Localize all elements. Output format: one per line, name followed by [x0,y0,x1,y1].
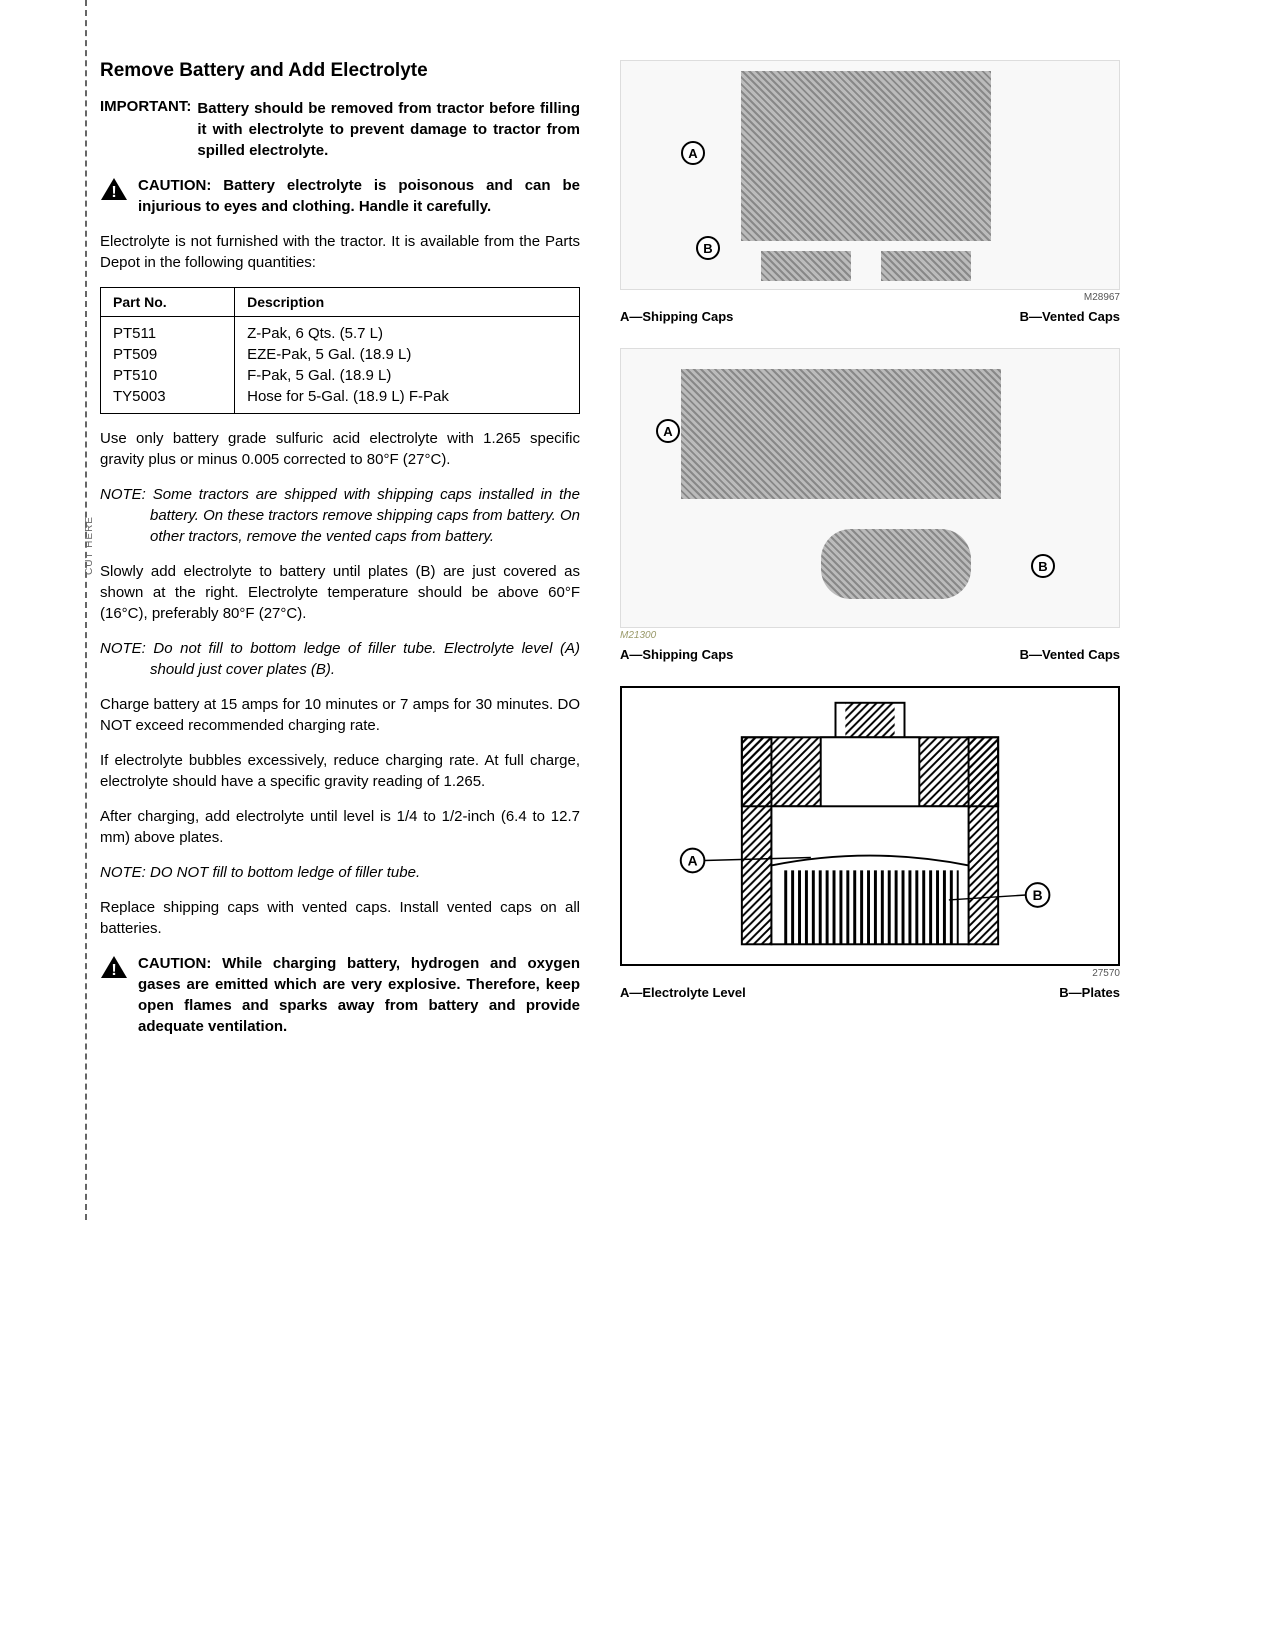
callout-a: A [681,141,705,165]
callout-a: A [656,419,680,443]
caution-text-2: CAUTION: While charging battery, hydroge… [138,953,580,1037]
table-header-desc: Description [235,288,580,317]
figure-2-caption: A—Shipping Caps B—Vented Caps [620,647,1120,662]
important-text: Battery should be removed from tractor b… [197,98,580,161]
svg-text:B: B [1033,888,1043,903]
parts-table: Part No. Description PT511 Z-Pak, 6 Qts.… [100,287,580,414]
figure-3: A B 27570 A—Electrolyte Level B—Plates [620,686,1120,1000]
para-6: After charging, add electrolyte until le… [100,806,580,848]
caution-block-1: ! CAUTION: Battery electrolyte is poison… [100,175,580,217]
parts-table-body: PT511 Z-Pak, 6 Qts. (5.7 L) PT509 EZE-Pa… [101,317,580,414]
figure-1-caption: A—Shipping Caps B—Vented Caps [620,309,1120,324]
table-row: PT509 EZE-Pak, 5 Gal. (18.9 L) [101,344,580,365]
page-title: Remove Battery and Add Electrolyte [100,60,580,82]
left-column: Remove Battery and Add Electrolyte IMPOR… [100,60,580,1051]
note-1: NOTE: Some tractors are shipped with shi… [100,484,580,547]
figure-2-caption-b: B—Vented Caps [1020,647,1120,662]
figure-2-image: A B [620,348,1120,628]
para-1: Electrolyte is not furnished with the tr… [100,231,580,273]
table-cell: EZE-Pak, 5 Gal. (18.9 L) [235,344,580,365]
page-content: Remove Battery and Add Electrolyte IMPOR… [100,60,1195,1051]
svg-text:!: ! [111,184,116,201]
table-cell: Z-Pak, 6 Qts. (5.7 L) [235,317,580,345]
cut-here-label: CUT HERE [84,516,95,575]
table-header-partno: Part No. [101,288,235,317]
para-3: Slowly add electrolyte to battery until … [100,561,580,624]
figure-3-image: A B [620,686,1120,966]
table-row: PT511 Z-Pak, 6 Qts. (5.7 L) [101,317,580,345]
callout-b: B [1031,554,1055,578]
note-2: NOTE: Do not fill to bottom ledge of fil… [100,638,580,680]
figure-3-id: 27570 [620,968,1120,979]
table-cell: TY5003 [101,386,235,414]
caution-block-2: ! CAUTION: While charging battery, hydro… [100,953,580,1037]
cut-line [85,0,87,1220]
figure-1-image: A B [620,60,1120,290]
para-4: Charge battery at 15 amps for 10 minutes… [100,694,580,736]
para-5: If electrolyte bubbles excessively, redu… [100,750,580,792]
figure-3-caption: A—Electrolyte Level B—Plates [620,985,1120,1000]
caution-text-1: CAUTION: Battery electrolyte is poisonou… [138,175,580,217]
table-cell: F-Pak, 5 Gal. (18.9 L) [235,365,580,386]
callout-b: B [696,236,720,260]
figure-1-caption-b: B—Vented Caps [1020,309,1120,324]
figure-2: A B M21300 A—Shipping Caps B—Vented Caps [620,348,1120,662]
warning-triangle-icon: ! [100,955,128,979]
important-block: IMPORTANT: Battery should be removed fro… [100,98,580,161]
figure-1-caption-a: A—Shipping Caps [620,309,733,324]
figure-3-caption-a: A—Electrolyte Level [620,985,746,1000]
important-label: IMPORTANT: [100,98,197,161]
svg-text:!: ! [111,962,116,979]
table-cell: PT510 [101,365,235,386]
figure-2-id: M21300 [620,630,1120,641]
electrolyte-diagram: A B [622,688,1118,964]
para-2: Use only battery grade sulfuric acid ele… [100,428,580,470]
note-3: NOTE: DO NOT fill to bottom ledge of fil… [100,862,580,883]
svg-text:A: A [688,853,698,868]
table-row: TY5003 Hose for 5-Gal. (18.9 L) F-Pak [101,386,580,414]
figure-3-caption-b: B—Plates [1059,985,1120,1000]
table-row: PT510 F-Pak, 5 Gal. (18.9 L) [101,365,580,386]
right-column: A B M28967 A—Shipping Caps B—Vented Caps… [620,60,1120,1051]
warning-triangle-icon: ! [100,177,128,201]
para-7: Replace shipping caps with vented caps. … [100,897,580,939]
figure-2-caption-a: A—Shipping Caps [620,647,733,662]
figure-1-id: M28967 [620,292,1120,303]
table-cell: PT511 [101,317,235,345]
figure-1: A B M28967 A—Shipping Caps B—Vented Caps [620,60,1120,324]
table-cell: Hose for 5-Gal. (18.9 L) F-Pak [235,386,580,414]
table-cell: PT509 [101,344,235,365]
